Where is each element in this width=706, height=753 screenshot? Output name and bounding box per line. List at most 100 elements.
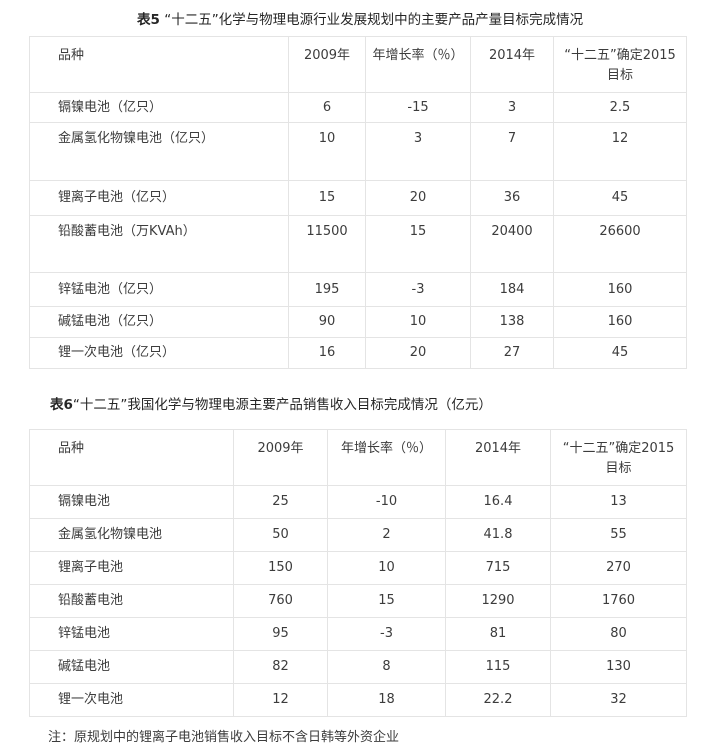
cell-growth-rate: -3 bbox=[365, 272, 471, 307]
cell-growth-rate: 20 bbox=[365, 180, 471, 216]
cell-2015-goal: 2.5 bbox=[553, 92, 687, 123]
cell-growth-rate: 2 bbox=[327, 518, 446, 552]
cell-2014: 81 bbox=[445, 617, 551, 651]
sales-revenue-target-table: 品种 2009年 年增长率（％） 2014年 “十二五”确定2015目标 镉镍电… bbox=[29, 429, 687, 717]
table-row: 碱锰电池 82 8 115 130 bbox=[29, 650, 687, 684]
cell-growth-rate: -10 bbox=[327, 485, 446, 519]
cell-product-name: 金属氢化物镍电池（亿只） bbox=[29, 122, 289, 181]
cell-2009: 50 bbox=[233, 518, 328, 552]
cell-product-name: 碱锰电池 bbox=[29, 650, 234, 684]
cell-product-name: 铅酸蓄电池 bbox=[29, 584, 234, 618]
cell-2009: 150 bbox=[233, 551, 328, 585]
table-2-header-2009: 2009年 bbox=[233, 429, 328, 486]
cell-product-name: 锂一次电池 bbox=[29, 683, 234, 717]
table-row: 铅酸蓄电池（万KVAh） 11500 15 20400 26600 bbox=[29, 215, 687, 273]
cell-product-name: 锂一次电池（亿只） bbox=[29, 337, 289, 369]
cell-growth-rate: 3 bbox=[365, 122, 471, 181]
table-row: 锂离子电池 150 10 715 270 bbox=[29, 551, 687, 585]
cell-product-name: 锂离子电池 bbox=[29, 551, 234, 585]
cell-product-name: 镉镍电池 bbox=[29, 485, 234, 519]
table-row: 镉镍电池（亿只） 6 -15 3 2.5 bbox=[29, 92, 687, 123]
table-2-header-row: 品种 2009年 年增长率（％） 2014年 “十二五”确定2015目标 bbox=[29, 429, 687, 486]
table-1-header-rate: 年增长率（％） bbox=[365, 36, 471, 93]
cell-growth-rate: 20 bbox=[365, 337, 471, 369]
cell-2014: 1290 bbox=[445, 584, 551, 618]
cell-2015-goal: 55 bbox=[550, 518, 687, 552]
cell-2014: 7 bbox=[470, 122, 554, 181]
table-1-header-name: 品种 bbox=[29, 36, 289, 93]
cell-2009: 6 bbox=[288, 92, 366, 123]
cell-2015-goal: 1760 bbox=[550, 584, 687, 618]
footnote: 注：原规划中的锂离子电池销售收入目标不含日韩等外资企业 bbox=[48, 730, 400, 745]
cell-2009: 95 bbox=[233, 617, 328, 651]
table-1-title-prefix: 表5 bbox=[137, 12, 160, 28]
cell-2009: 760 bbox=[233, 584, 328, 618]
cell-2009: 25 bbox=[233, 485, 328, 519]
cell-product-name: 铅酸蓄电池（万KVAh） bbox=[29, 215, 289, 273]
table-2-header-2014: 2014年 bbox=[445, 429, 551, 486]
cell-2015-goal: 32 bbox=[550, 683, 687, 717]
table-row: 金属氢化物镍电池 50 2 41.8 55 bbox=[29, 518, 687, 552]
cell-growth-rate: 10 bbox=[327, 551, 446, 585]
cell-2015-goal: 270 bbox=[550, 551, 687, 585]
table-1-header-2014: 2014年 bbox=[470, 36, 554, 93]
table-2-title: 表6“十二五”我国化学与物理电源主要产品销售收入目标完成情况（亿元） bbox=[50, 396, 492, 414]
cell-2015-goal: 80 bbox=[550, 617, 687, 651]
cell-2015-goal: 160 bbox=[553, 306, 687, 338]
table-1-header-goal: “十二五”确定2015目标 bbox=[553, 36, 687, 93]
cell-product-name: 镉镍电池（亿只） bbox=[29, 92, 289, 123]
cell-2014: 3 bbox=[470, 92, 554, 123]
table-1-header-2009: 2009年 bbox=[288, 36, 366, 93]
cell-2014: 22.2 bbox=[445, 683, 551, 717]
cell-growth-rate: 15 bbox=[365, 215, 471, 273]
table-row: 铅酸蓄电池 760 15 1290 1760 bbox=[29, 584, 687, 618]
table-row: 镉镍电池 25 -10 16.4 13 bbox=[29, 485, 687, 519]
cell-2015-goal: 12 bbox=[553, 122, 687, 181]
table-row: 锂一次电池（亿只） 16 20 27 45 bbox=[29, 337, 687, 369]
table-row: 锌锰电池（亿只） 195 -3 184 160 bbox=[29, 272, 687, 307]
cell-growth-rate: -3 bbox=[327, 617, 446, 651]
cell-2009: 195 bbox=[288, 272, 366, 307]
cell-2009: 11500 bbox=[288, 215, 366, 273]
table-row: 锂离子电池（亿只） 15 20 36 45 bbox=[29, 180, 687, 216]
cell-2014: 715 bbox=[445, 551, 551, 585]
cell-2015-goal: 160 bbox=[553, 272, 687, 307]
table-row: 锌锰电池 95 -3 81 80 bbox=[29, 617, 687, 651]
cell-2014: 184 bbox=[470, 272, 554, 307]
cell-2014: 41.8 bbox=[445, 518, 551, 552]
cell-2009: 16 bbox=[288, 337, 366, 369]
cell-product-name: 碱锰电池（亿只） bbox=[29, 306, 289, 338]
cell-2009: 82 bbox=[233, 650, 328, 684]
cell-product-name: 锌锰电池 bbox=[29, 617, 234, 651]
table-2-header-rate: 年增长率（％） bbox=[327, 429, 446, 486]
table-row: 锂一次电池 12 18 22.2 32 bbox=[29, 683, 687, 717]
table-1-title-rest: “十二五”化学与物理电源行业发展规划中的主要产品产量目标完成情况 bbox=[159, 12, 584, 28]
table-row: 碱锰电池（亿只） 90 10 138 160 bbox=[29, 306, 687, 338]
cell-growth-rate: 10 bbox=[365, 306, 471, 338]
cell-2014: 16.4 bbox=[445, 485, 551, 519]
cell-product-name: 金属氢化物镍电池 bbox=[29, 518, 234, 552]
table-2-title-rest: “十二五”我国化学与物理电源主要产品销售收入目标完成情况（亿元） bbox=[72, 397, 492, 413]
cell-2014: 27 bbox=[470, 337, 554, 369]
cell-2014: 138 bbox=[470, 306, 554, 338]
cell-2014: 115 bbox=[445, 650, 551, 684]
cell-2009: 15 bbox=[288, 180, 366, 216]
cell-growth-rate: 18 bbox=[327, 683, 446, 717]
cell-product-name: 锌锰电池（亿只） bbox=[29, 272, 289, 307]
table-row: 金属氢化物镍电池（亿只） 10 3 7 12 bbox=[29, 122, 687, 181]
cell-2009: 12 bbox=[233, 683, 328, 717]
cell-growth-rate: 15 bbox=[327, 584, 446, 618]
cell-growth-rate: -15 bbox=[365, 92, 471, 123]
table-2-header-name: 品种 bbox=[29, 429, 234, 486]
table-1-title: 表5 “十二五”化学与物理电源行业发展规划中的主要产品产量目标完成情况 bbox=[137, 11, 583, 29]
cell-product-name: 锂离子电池（亿只） bbox=[29, 180, 289, 216]
cell-growth-rate: 8 bbox=[327, 650, 446, 684]
cell-2015-goal: 26600 bbox=[553, 215, 687, 273]
cell-2009: 10 bbox=[288, 122, 366, 181]
table-1-header-row: 品种 2009年 年增长率（％） 2014年 “十二五”确定2015目标 bbox=[29, 36, 687, 93]
cell-2009: 90 bbox=[288, 306, 366, 338]
cell-2015-goal: 45 bbox=[553, 337, 687, 369]
cell-2014: 20400 bbox=[470, 215, 554, 273]
table-2-header-goal: “十二五”确定2015目标 bbox=[550, 429, 687, 486]
production-target-table: 品种 2009年 年增长率（％） 2014年 “十二五”确定2015目标 镉镍电… bbox=[29, 36, 687, 369]
